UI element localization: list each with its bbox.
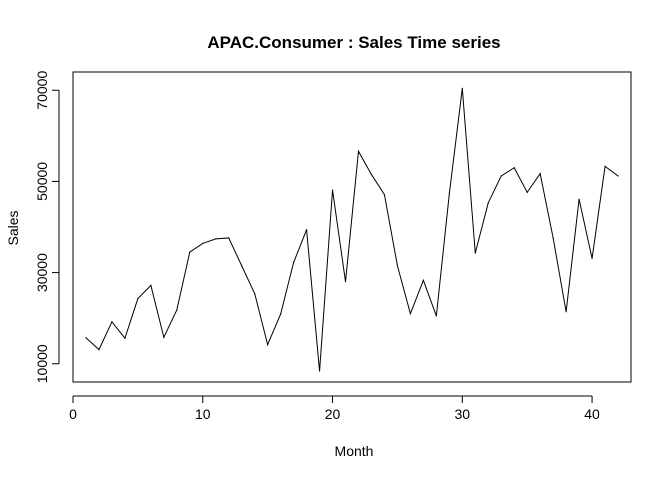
x-tick-label: 30: [455, 406, 471, 422]
data-point: [267, 344, 269, 346]
data-point: [591, 257, 593, 260]
chart-title: APAC.Consumer : Sales Time series: [207, 33, 500, 52]
data-point: [228, 237, 230, 239]
data-point: [202, 242, 204, 245]
data-point: [318, 370, 321, 372]
y-tick-label: 70000: [34, 71, 50, 110]
data-point: [617, 175, 619, 177]
data-point: [331, 189, 334, 191]
y-tick-label: 50000: [34, 162, 50, 201]
x-tick-label: 40: [584, 406, 600, 422]
x-axis: 0 10 20 30 40: [69, 395, 600, 422]
plot-frame: [72, 71, 632, 383]
data-point: [280, 313, 282, 315]
data-point: [513, 167, 515, 169]
data-point: [552, 237, 554, 239]
data-point: [422, 279, 424, 281]
x-axis-title: Month: [335, 443, 374, 459]
data-point: [357, 150, 360, 152]
data-point: [578, 198, 580, 200]
data-point: [487, 202, 489, 204]
data-point: [474, 252, 476, 254]
data-point: [241, 265, 243, 267]
data-point: [305, 229, 308, 231]
data-point: [448, 193, 450, 195]
series-layer: [85, 87, 619, 372]
y-tick-label: 30000: [34, 253, 50, 292]
data-point: [85, 337, 87, 339]
data-point: [163, 336, 165, 338]
data-point: [539, 173, 541, 175]
data-point: [254, 292, 256, 295]
data-point: [176, 309, 178, 311]
data-point: [150, 284, 152, 286]
data-point: [124, 337, 126, 339]
data-point: [435, 315, 437, 317]
data-point: [344, 281, 347, 283]
data-point: [370, 173, 373, 176]
data-point: [383, 194, 386, 196]
data-point: [500, 175, 502, 177]
data-point: [111, 321, 113, 323]
x-tick-label: 20: [325, 406, 341, 422]
data-point: [565, 311, 567, 313]
data-point: [293, 261, 295, 264]
data-point: [215, 238, 217, 240]
sales-series-line: [85, 88, 619, 372]
data-point: [461, 87, 463, 90]
data-point: [526, 191, 528, 193]
data-point: [98, 349, 100, 351]
data-point: [396, 265, 399, 267]
y-axis-title: Sales: [5, 210, 21, 245]
x-tick-label: 10: [195, 406, 211, 422]
data-point: [137, 297, 139, 300]
y-tick-label: 10000: [34, 344, 50, 383]
data-point: [604, 165, 606, 167]
data-point: [189, 251, 191, 253]
y-axis: 10000 30000 50000 70000: [34, 71, 60, 383]
data-point: [409, 313, 411, 315]
x-tick-label: 0: [69, 406, 77, 422]
